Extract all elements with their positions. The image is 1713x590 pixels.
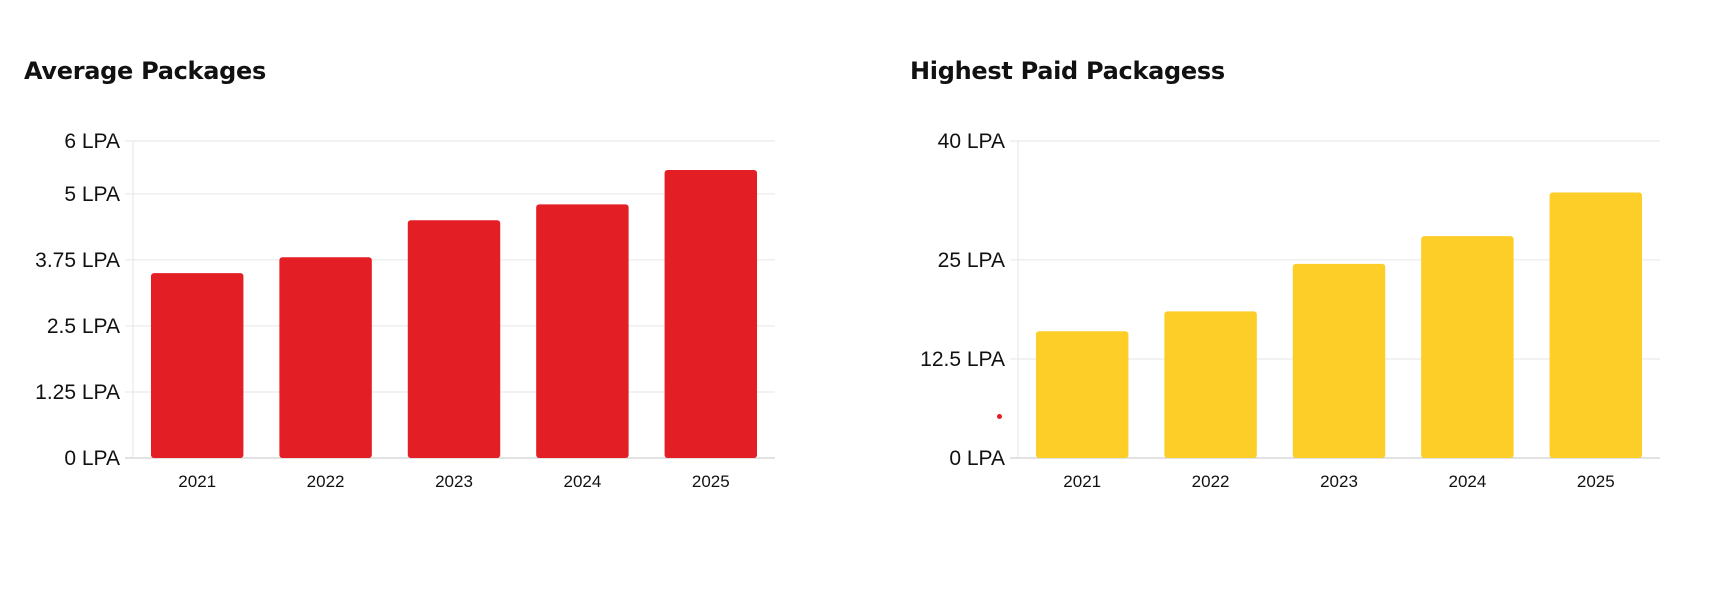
bar [150,273,244,458]
bar [536,204,629,458]
highest-paid-packages-chart: 0 LPA 12.5 LPA 25 LPA 40 LPA 2021 2022 2023 202… [920,130,1660,491]
bar [279,257,372,458]
stray-marker-dot [997,414,1002,419]
x-tick-label: 2025 [1577,472,1615,491]
x-tick-label: 2022 [307,472,345,491]
x-tick-label: 2023 [1320,472,1358,491]
bar [1549,192,1643,458]
bar [407,220,501,458]
y-tick-label: 0 LPA [64,447,120,470]
y-tick-label: 1.25 LPA [35,381,120,404]
average-packages-chart: 0 LPA 1.25 LPA 2.5 LPA 3.75 LPA 5 LPA 6 LPA 20… [35,130,775,491]
y-tick-label: 3.75 LPA [35,249,120,272]
bar [664,170,758,458]
y-tick-label: 25 LPA [938,249,1005,272]
y-tick-label: 0 LPA [949,447,1005,470]
x-tick-label: 2021 [1063,472,1101,491]
x-tick-label: 2022 [1192,472,1230,491]
x-tick-label: 2023 [435,472,473,491]
x-tick-label: 2024 [1448,472,1486,491]
bar [1292,263,1386,458]
bar [1035,331,1129,458]
y-tick-label: 2.5 LPA [47,315,120,338]
y-tick-label: 40 LPA [938,130,1005,153]
bar [1421,236,1514,458]
x-tick-label: 2025 [692,472,730,491]
chart-title: Average Packages [24,57,266,85]
y-tick-label: 5 LPA [64,183,120,206]
x-tick-label: 2021 [178,472,216,491]
y-tick-label: 6 LPA [64,130,120,153]
x-tick-label: 2024 [563,472,601,491]
y-tick-label: 12.5 LPA [920,348,1005,371]
bar [1164,311,1257,458]
chart-title: Highest Paid Packagess [910,57,1225,85]
